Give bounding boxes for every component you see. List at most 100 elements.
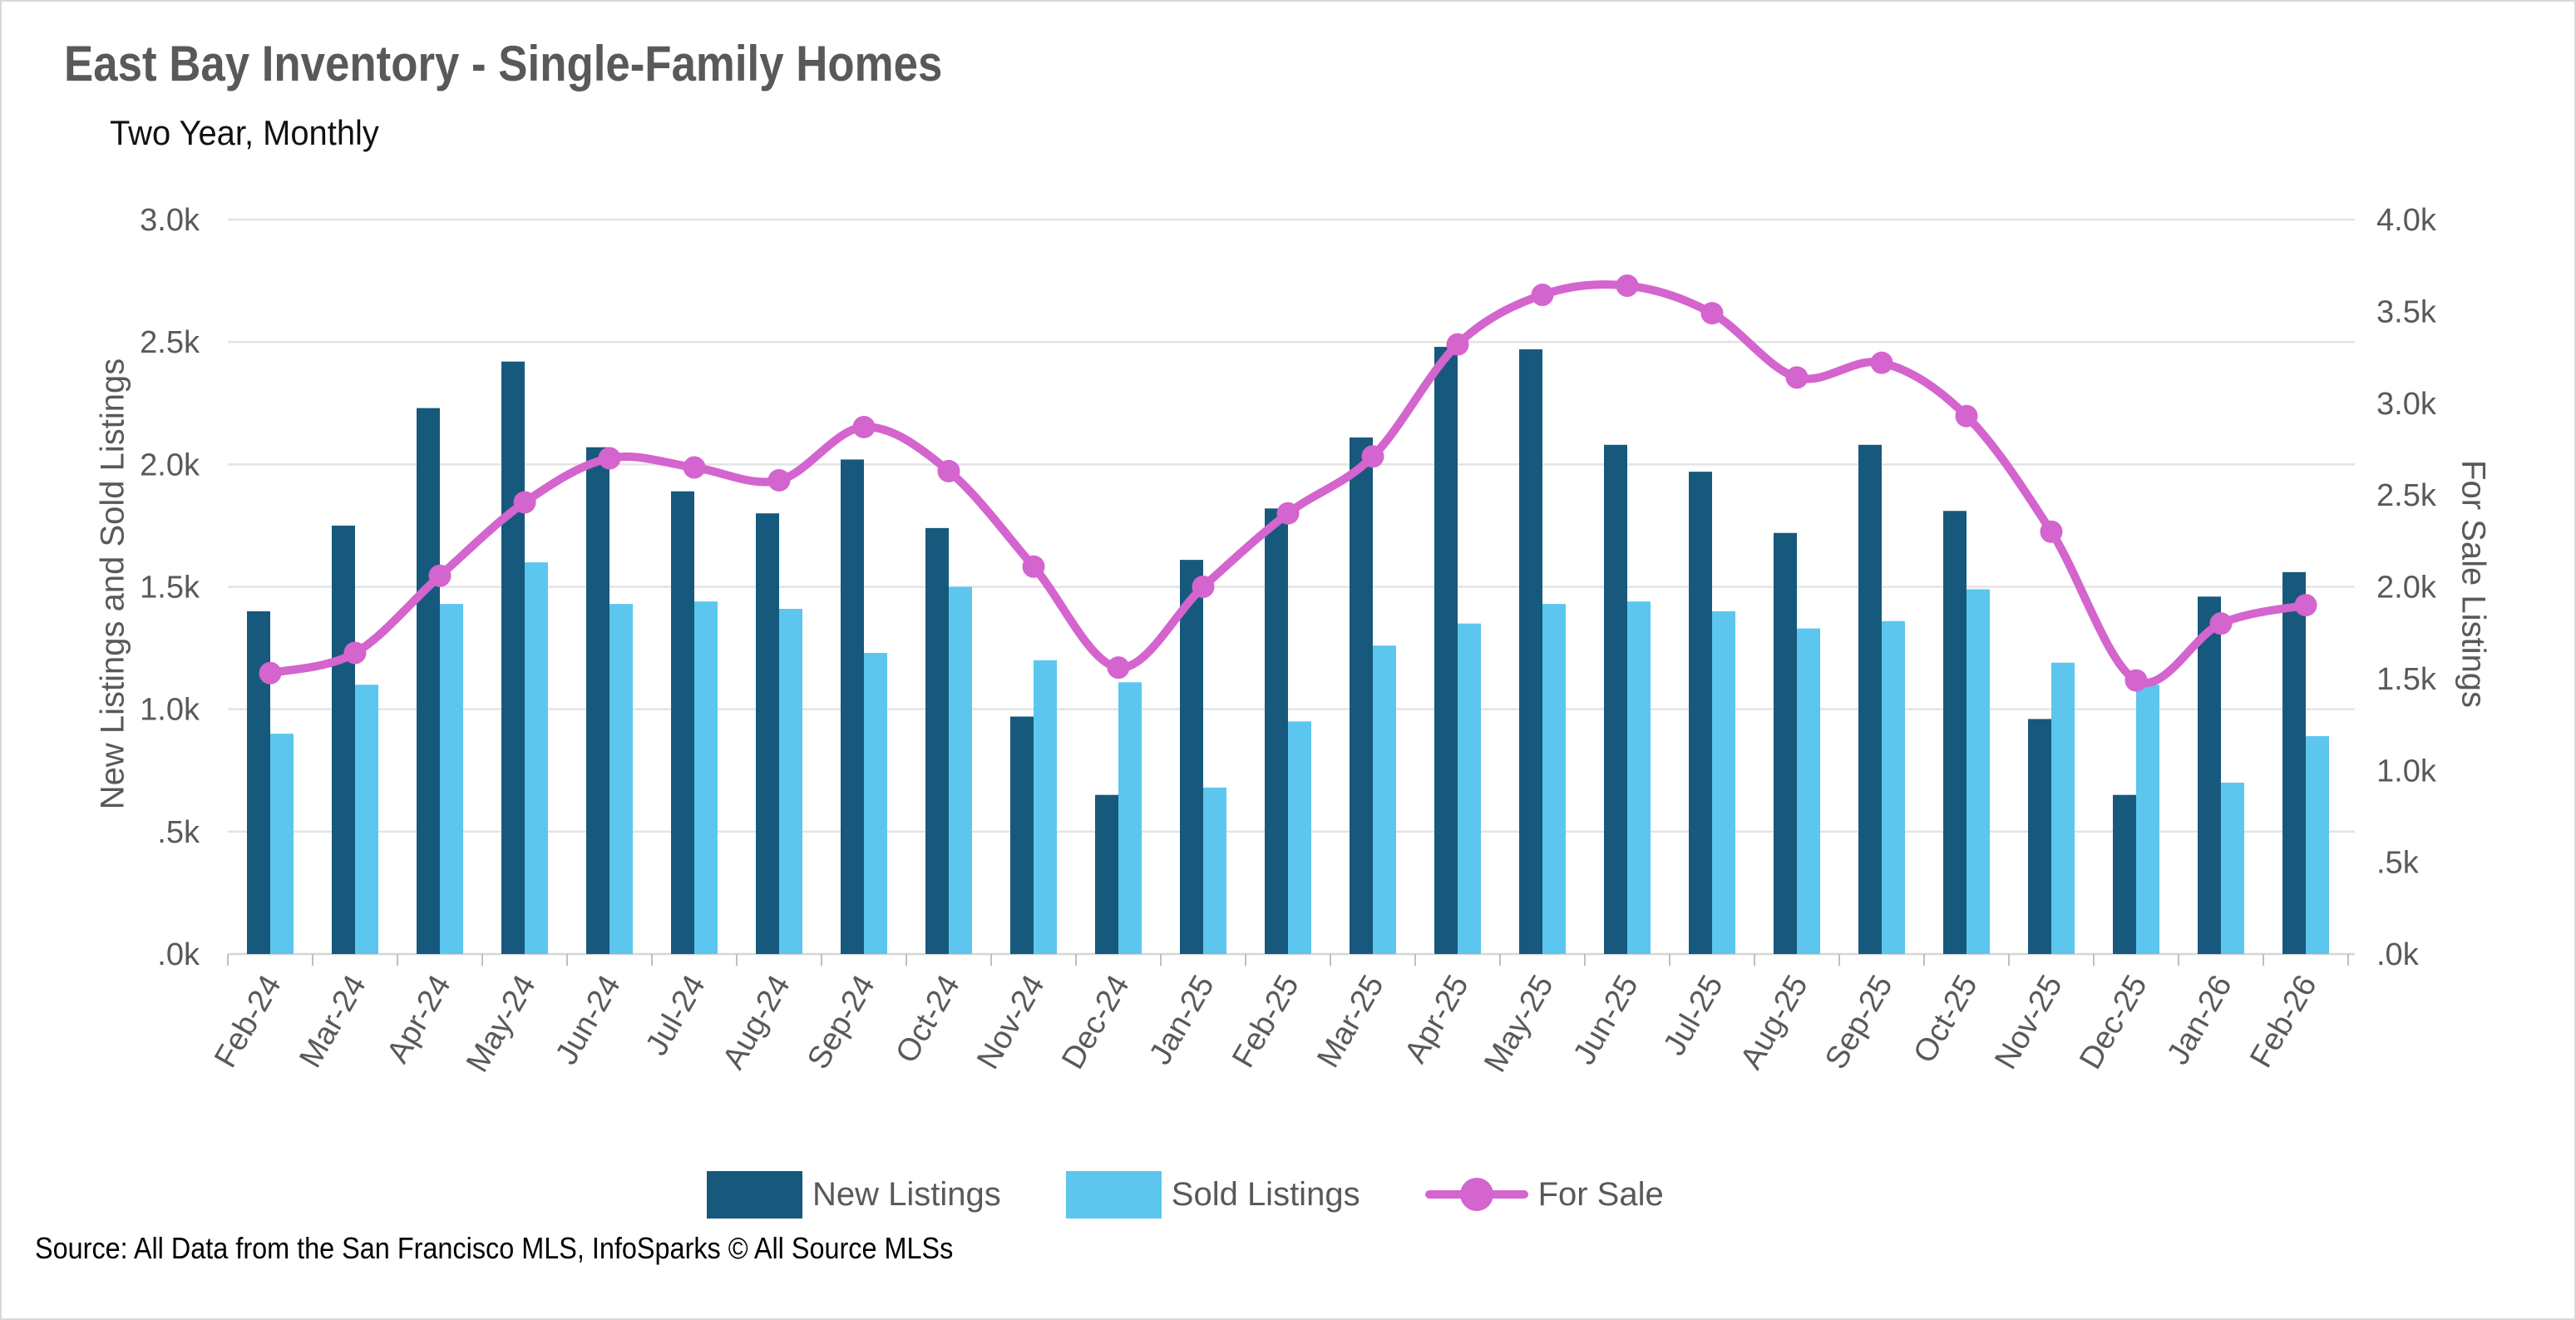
bar-new-listings [1350, 437, 1373, 954]
for-sale-point [937, 459, 960, 482]
bar-new-listings [756, 513, 779, 954]
bar-sold-listings [1034, 660, 1057, 954]
legend-label-sold-listings: Sold Listings [1171, 1175, 1360, 1213]
bar-sold-listings [1712, 611, 1735, 954]
for-sale-point [513, 491, 536, 514]
x-axis-tick-label: Aug-24 [716, 970, 797, 1075]
x-axis-tick-label: Nov-25 [1988, 970, 2070, 1075]
right-axis-tick-label: 1.0k [2376, 754, 2437, 789]
bar-sold-listings [949, 586, 972, 954]
x-axis-tick-label: Jan-25 [1142, 970, 1221, 1071]
bar-new-listings [2282, 571, 2306, 954]
x-axis-tick-label: Apr-25 [1398, 970, 1475, 1070]
bar-sold-listings [1288, 721, 1311, 954]
bar-new-listings [2028, 719, 2051, 954]
bar-sold-listings [355, 685, 378, 954]
for-sale-point [1276, 502, 1300, 525]
left-axis-tick-label: 1.5k [140, 571, 200, 606]
bar-sold-listings [2306, 736, 2329, 954]
right-axis-tick-label: .5k [2376, 846, 2420, 881]
bar-sold-listings [1542, 604, 1566, 954]
page-subtitle: Two Year, Monthly [110, 113, 379, 152]
bar-sold-listings [1627, 601, 1651, 954]
bar-sold-listings [440, 604, 463, 954]
for-sale-point [1361, 445, 1384, 468]
bar-new-listings [501, 361, 525, 954]
bar-sold-listings [1458, 623, 1481, 954]
for-sale-point [2294, 594, 2317, 617]
bar-sold-listings [1797, 628, 1820, 954]
x-axis-tick-label: Sep-24 [801, 970, 882, 1075]
page-title: East Bay Inventory - Single-Family Homes [64, 36, 943, 91]
left-axis-tick-label: .5k [157, 815, 200, 850]
bar-new-listings [2198, 596, 2221, 954]
x-axis-tick-label: Feb-25 [1226, 970, 1306, 1074]
x-axis-tick-label: Jul-24 [639, 970, 713, 1062]
for-sale-point [683, 456, 706, 479]
x-axis-tick-label: Dec-25 [2073, 970, 2154, 1075]
legend-item-for-sale: For Sale [1424, 1171, 1664, 1219]
legend-label-new-listings: New Listings [812, 1175, 1001, 1213]
bar-new-listings [332, 525, 355, 954]
x-axis-tick-label: May-25 [1478, 970, 1561, 1079]
right-axis-tick-label: .0k [2376, 937, 2420, 972]
x-axis-tick-label: Jan-26 [2160, 970, 2238, 1071]
for-sale-point [767, 468, 791, 492]
right-axis-tick-label: 3.0k [2376, 387, 2437, 422]
bar-sold-listings [2221, 782, 2244, 954]
left-axis-tick-label: 1.0k [140, 693, 200, 728]
for-sale-point [259, 661, 282, 685]
left-axis-tick-label: .0k [157, 937, 200, 972]
legend-swatch-sold-listings-icon [1065, 1170, 1162, 1219]
for-sale-point [1446, 333, 1469, 356]
x-axis-tick-label: Oct-24 [889, 970, 966, 1070]
for-sale-point [428, 564, 452, 587]
for-sale-point [1870, 351, 1893, 374]
x-axis-tick-label: Aug-25 [1734, 970, 1815, 1075]
right-axis-tick-label: 2.5k [2376, 478, 2437, 513]
source-note: Source: All Data from the San Francisco … [35, 1231, 954, 1265]
for-sale-point [1700, 302, 1724, 325]
left-axis-tick-label: 2.0k [140, 447, 200, 482]
bar-sold-listings [2051, 662, 2075, 954]
x-axis-tick-label: Jul-25 [1657, 970, 1730, 1062]
bar-new-listings [671, 491, 694, 954]
bar-new-listings [1180, 560, 1203, 954]
bar-new-listings [2113, 794, 2136, 954]
left-axis-tick-label: 3.0k [140, 203, 200, 238]
for-sale-point [2040, 520, 2063, 543]
x-axis-tick-label: May-24 [460, 970, 543, 1079]
x-axis-tick-label: Oct-25 [1907, 970, 1984, 1070]
bar-new-listings [1689, 472, 1712, 954]
bar-new-listings [1943, 511, 1967, 954]
for-sale-point [1107, 656, 1130, 680]
right-axis-tick-label: 1.5k [2376, 662, 2437, 697]
for-sale-point [1616, 274, 1639, 297]
right-axis-tick-label: 2.0k [2376, 571, 2437, 606]
bar-sold-listings [1967, 589, 1990, 954]
for-sale-point [1531, 284, 1554, 307]
for-sale-point [1022, 555, 1045, 578]
bar-sold-listings [2136, 685, 2159, 954]
bar-new-listings [1604, 444, 1627, 954]
bar-sold-listings [609, 604, 633, 954]
bar-sold-listings [1203, 787, 1226, 954]
bar-new-listings [1858, 444, 1882, 954]
chart-legend: New Listings Sold Listings For Sale [707, 1168, 1664, 1221]
bar-new-listings [1774, 532, 1797, 954]
bar-sold-listings [1373, 645, 1396, 954]
x-axis-tick-label: Jun-24 [549, 970, 627, 1071]
x-axis-tick-label: Mar-24 [293, 970, 373, 1074]
for-sale-point [852, 415, 876, 438]
for-sale-point [598, 447, 621, 470]
x-axis-tick-label: Dec-24 [1055, 970, 1137, 1075]
bar-sold-listings [864, 652, 887, 954]
bar-sold-listings [1118, 682, 1142, 954]
legend-label-for-sale: For Sale [1537, 1175, 1664, 1213]
for-sale-point [1785, 366, 1809, 389]
bar-new-listings [1095, 794, 1118, 954]
for-sale-point [2209, 612, 2233, 635]
legend-item-new-listings: New Listings [707, 1170, 1001, 1219]
bar-new-listings [841, 459, 864, 954]
